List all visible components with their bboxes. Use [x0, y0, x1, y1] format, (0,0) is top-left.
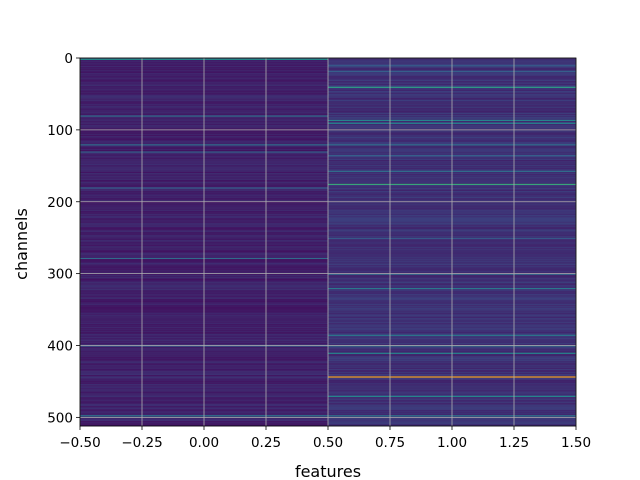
x-tick-label: −0.50: [59, 435, 100, 451]
x-tick-label: 1.25: [499, 435, 529, 451]
y-axis-label: channels: [12, 208, 31, 280]
y-tick-label: 400: [47, 339, 73, 355]
y-tick-label: 300: [47, 267, 73, 283]
x-tick-label: 1.00: [437, 435, 467, 451]
y-tick-label: 500: [47, 410, 73, 426]
y-tick-label: 0: [64, 51, 73, 67]
y-axis-ticks: 0 100 200 300 400 500: [47, 51, 80, 426]
y-tick-label: 100: [47, 123, 73, 139]
x-tick-label: 1.50: [561, 435, 591, 451]
x-tick-label: 0.00: [189, 435, 219, 451]
x-axis-ticks: −0.50 −0.25 0.00 0.25 0.50 0.75 1.00 1.25 1.50: [59, 426, 591, 451]
x-tick-label: 0.50: [313, 435, 343, 451]
y-tick-label: 200: [47, 195, 73, 211]
x-tick-label: 0.25: [251, 435, 281, 451]
x-tick-label: 0.75: [375, 435, 405, 451]
x-axis-label: features: [295, 462, 361, 480]
x-tick-label: −0.25: [121, 435, 162, 451]
